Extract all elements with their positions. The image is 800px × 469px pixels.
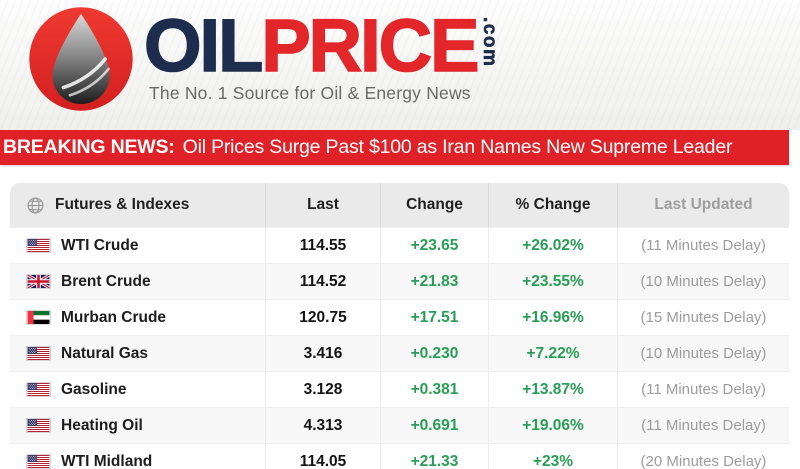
change-value: +21.33 — [380, 444, 488, 469]
table-row: Natural Gas 3.416 +0.230 +7.22% (10 Minu… — [10, 335, 789, 371]
us-flag-icon — [26, 454, 51, 469]
change-value: +0.691 — [380, 408, 488, 443]
wordmark-block: OIL PRICE .com The No. 1 Source for Oil & … — [143, 4, 501, 104]
commodity-name-label: Heating Oil — [61, 416, 143, 434]
change-value: +23.65 — [380, 228, 488, 263]
table-row: WTI Crude 114.55 +23.65 +26.02% (11 Minu… — [10, 227, 789, 263]
us-flag-icon — [26, 418, 51, 433]
breaking-news-label: BREAKING NEWS: — [3, 136, 175, 158]
column-header-pct-change: % Change — [488, 183, 617, 227]
last-updated-value: (11 Minutes Delay) — [617, 408, 789, 443]
commodity-name-label: Gasoline — [61, 380, 127, 398]
last-updated-value: (10 Minutes Delay) — [617, 264, 789, 299]
table-row: Brent Crude 114.52 +21.83 +23.55% (10 Mi… — [10, 263, 789, 299]
pct-change-value: +16.96% — [488, 300, 617, 335]
commodity-name-label: Murban Crude — [61, 308, 167, 326]
column-header-label: Futures & Indexes — [55, 196, 190, 213]
table-row: Murban Crude 120.75 +17.51 +16.96% (15 M… — [10, 299, 789, 335]
table-row: WTI Midland 114.05 +21.33 +23% (20 Minut… — [10, 443, 789, 469]
column-header-last: Last — [265, 183, 380, 227]
commodity-name-link[interactable]: Natural Gas — [10, 336, 265, 371]
commodity-name-link[interactable]: Brent Crude — [10, 264, 265, 299]
pct-change-value: +7.22% — [488, 336, 617, 371]
change-value: +21.83 — [380, 264, 488, 299]
column-header-futures-indexes: Futures & Indexes — [10, 183, 265, 227]
breaking-news-headline-link[interactable]: Oil Prices Surge Past $100 as Iran Names… — [182, 136, 733, 158]
oil-droplet-logo-icon — [26, 4, 136, 114]
change-value: +0.381 — [380, 372, 488, 407]
wordmark-oil: OIL — [143, 4, 264, 87]
last-price-value: 3.128 — [265, 372, 380, 407]
commodity-name-label: WTI Crude — [61, 236, 139, 254]
commodity-name-label: WTI Midland — [61, 452, 153, 469]
us-flag-icon — [26, 346, 51, 361]
pct-change-value: +23.55% — [488, 264, 617, 299]
last-price-value: 114.52 — [265, 264, 380, 299]
change-value: +17.51 — [380, 300, 488, 335]
last-updated-value: (15 Minutes Delay) — [617, 300, 789, 335]
table-row: Heating Oil 4.313 +0.691 +19.06% (11 Min… — [10, 407, 789, 443]
last-updated-value: (20 Minutes Delay) — [617, 444, 789, 469]
column-header-change: Change — [380, 183, 488, 227]
last-price-value: 120.75 — [265, 300, 380, 335]
commodity-name-link[interactable]: Heating Oil — [10, 408, 265, 443]
globe-icon — [27, 196, 44, 214]
oilprice-logo-link[interactable]: OIL PRICE .com The No. 1 Source for Oil & … — [26, 4, 501, 114]
wordmark-price: PRICE — [261, 4, 481, 87]
pct-change-value: +26.02% — [488, 228, 617, 263]
commodity-name-link[interactable]: WTI Midland — [10, 444, 265, 469]
pct-change-value: +23% — [488, 444, 617, 469]
uk-flag-icon — [26, 274, 51, 289]
table-row: Gasoline 3.128 +0.381 +13.87% (11 Minute… — [10, 371, 789, 407]
breaking-news-banner: BREAKING NEWS: Oil Prices Surge Past $10… — [0, 130, 789, 165]
us-flag-icon — [26, 382, 51, 397]
ae-flag-icon — [26, 310, 51, 325]
pct-change-value: +19.06% — [488, 408, 617, 443]
last-price-value: 114.05 — [265, 444, 380, 469]
last-price-value: 4.313 — [265, 408, 380, 443]
us-flag-icon — [26, 238, 51, 253]
change-value: +0.230 — [380, 336, 488, 371]
last-price-value: 114.55 — [265, 228, 380, 263]
pct-change-value: +13.87% — [488, 372, 617, 407]
masthead: OIL PRICE .com The No. 1 Source for Oil & … — [0, 0, 800, 130]
last-updated-value: (10 Minutes Delay) — [617, 336, 789, 371]
last-price-value: 3.416 — [265, 336, 380, 371]
commodity-name-link[interactable]: Gasoline — [10, 372, 265, 407]
wordmark-tld: .com — [479, 17, 501, 68]
column-header-last-updated: Last Updated — [617, 183, 789, 227]
last-updated-value: (11 Minutes Delay) — [617, 228, 789, 263]
futures-quotes-table: Futures & Indexes Last Change % Change L… — [10, 183, 789, 469]
last-updated-value: (11 Minutes Delay) — [617, 372, 789, 407]
commodity-name-link[interactable]: Murban Crude — [10, 300, 265, 335]
commodity-name-label: Natural Gas — [61, 344, 149, 362]
commodity-name-label: Brent Crude — [61, 272, 151, 290]
commodity-name-link[interactable]: WTI Crude — [10, 228, 265, 263]
quotes-table-body: WTI Crude 114.55 +23.65 +26.02% (11 Minu… — [10, 227, 789, 469]
quotes-table-header: Futures & Indexes Last Change % Change L… — [10, 183, 789, 227]
brand-tagline: The No. 1 Source for Oil & Energy News — [149, 82, 471, 103]
